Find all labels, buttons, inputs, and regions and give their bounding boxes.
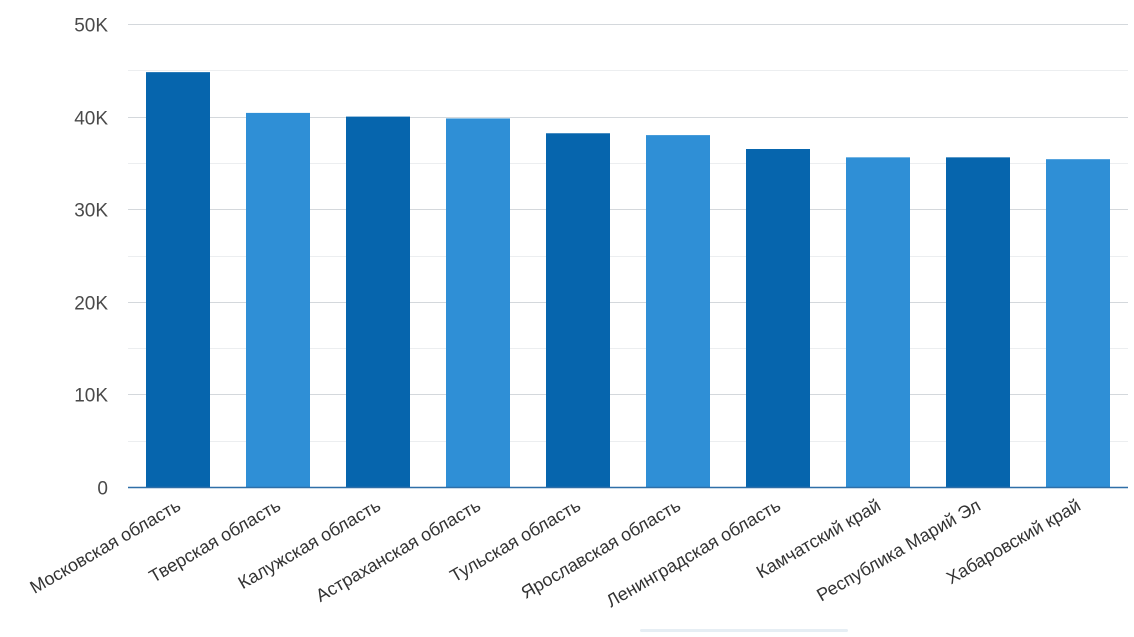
y-tick-label: 10K [74, 386, 108, 407]
bar[interactable] [546, 133, 610, 487]
bar[interactable] [146, 72, 210, 487]
y-axis-ticks: 0 10K 20K 30K 40K 50K [74, 16, 108, 500]
y-tick-label: 0 [97, 479, 108, 500]
x-tick-label: Республика Марий Эл [813, 495, 984, 605]
x-tick-label: Ярославская область [518, 495, 684, 603]
bars [146, 72, 1110, 488]
bar[interactable] [1046, 159, 1110, 488]
bar[interactable] [346, 116, 410, 487]
bar[interactable] [846, 157, 910, 487]
bar[interactable] [246, 112, 310, 487]
bar[interactable] [446, 118, 510, 488]
bar[interactable] [946, 157, 1010, 487]
y-tick-label: 50K [74, 16, 108, 37]
x-tick-label: Астраханская область [312, 495, 484, 606]
bar[interactable] [646, 135, 710, 487]
y-tick-label: 20K [74, 294, 108, 315]
scroll-indicator [640, 629, 848, 632]
bar[interactable] [746, 149, 810, 487]
y-tick-label: 30K [74, 201, 108, 222]
y-tick-label: 40K [74, 109, 108, 130]
x-tick-label: Ленинградская область [603, 495, 784, 611]
